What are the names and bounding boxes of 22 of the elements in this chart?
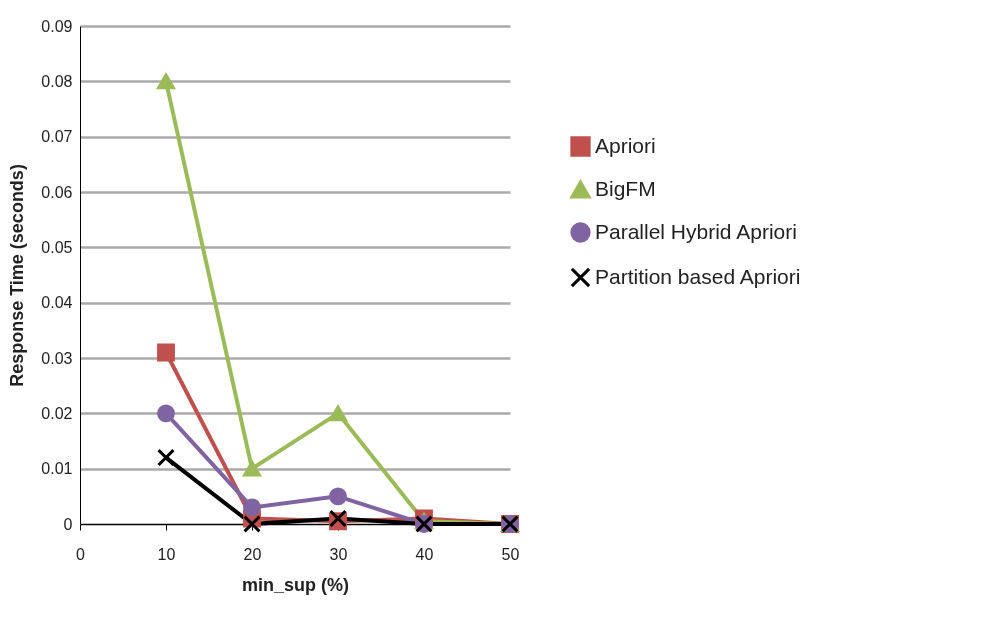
- x-axis-title: min_sup (%): [241, 574, 350, 595]
- y-axis-title: Response Time (seconds): [7, 164, 28, 387]
- legend-label: Parallel Hybrid Apriori: [595, 219, 797, 243]
- x-tick-label: 50: [501, 545, 520, 563]
- x-tick-label: 10: [157, 545, 176, 563]
- y-tick-label: 0.06: [41, 183, 73, 201]
- y-tick-label: 0.05: [41, 238, 73, 256]
- legend-label: Partition based Apriori: [595, 264, 801, 288]
- legend-label: BigFM: [595, 176, 656, 200]
- x-tick-label: 0: [76, 545, 86, 563]
- y-tick-label: 0.02: [41, 404, 73, 422]
- legend-label: Apriori: [595, 133, 656, 157]
- y-tick-label: 0.09: [41, 17, 73, 35]
- y-tick-label: 0.07: [41, 128, 73, 146]
- y-tick-label: 0.08: [41, 72, 73, 90]
- y-tick-label: 0: [63, 515, 73, 533]
- x-tick-label: 30: [329, 545, 348, 563]
- x-tick-label: 20: [243, 545, 262, 563]
- x-tick-label: 40: [415, 545, 434, 563]
- y-tick-label: 0.04: [41, 294, 73, 312]
- y-tick-label: 0.03: [41, 349, 73, 367]
- y-tick-label: 0.01: [41, 460, 73, 478]
